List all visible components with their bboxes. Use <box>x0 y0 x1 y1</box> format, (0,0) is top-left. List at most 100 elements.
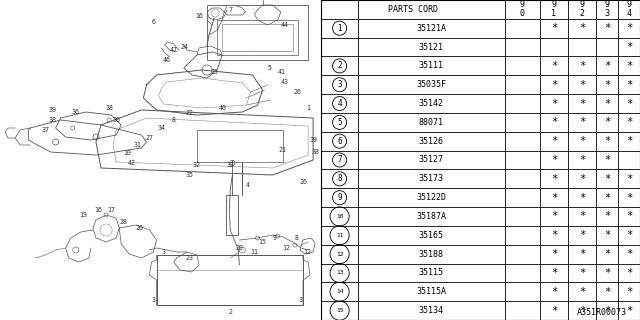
Text: 35142: 35142 <box>419 99 444 108</box>
Text: 3: 3 <box>152 297 156 303</box>
Text: 9
1: 9 1 <box>552 0 556 19</box>
Text: *: * <box>626 193 632 203</box>
Text: 13: 13 <box>336 270 343 276</box>
Bar <box>217 20 298 55</box>
Text: 10: 10 <box>124 150 131 156</box>
Text: *: * <box>551 23 557 33</box>
Text: 40: 40 <box>218 105 226 111</box>
Text: 35: 35 <box>186 172 194 178</box>
Text: *: * <box>551 230 557 240</box>
Text: *: * <box>579 80 585 90</box>
Text: 32: 32 <box>193 162 201 168</box>
Text: 44: 44 <box>281 22 289 28</box>
Text: *: * <box>551 287 557 297</box>
Text: 12: 12 <box>303 249 311 255</box>
Text: 4: 4 <box>246 182 250 188</box>
Text: *: * <box>626 136 632 146</box>
Text: 35111: 35111 <box>419 61 444 70</box>
Text: 9
3: 9 3 <box>605 0 610 19</box>
Text: *: * <box>604 136 611 146</box>
Text: 35173: 35173 <box>419 174 444 183</box>
Text: *: * <box>604 287 611 297</box>
Text: *: * <box>579 230 585 240</box>
Text: *: * <box>579 193 585 203</box>
Text: 2: 2 <box>228 309 232 315</box>
Text: *: * <box>551 136 557 146</box>
Text: *: * <box>604 99 611 108</box>
Text: 15: 15 <box>336 308 343 313</box>
Text: 5: 5 <box>268 65 271 71</box>
Text: 23: 23 <box>186 255 194 261</box>
Text: 39: 39 <box>309 137 317 143</box>
Text: 35121A: 35121A <box>416 24 446 33</box>
Text: *: * <box>551 249 557 259</box>
Text: 4: 4 <box>337 99 342 108</box>
Text: *: * <box>551 212 557 221</box>
Text: *: * <box>579 155 585 165</box>
Text: 16: 16 <box>94 207 102 213</box>
Text: 7: 7 <box>228 7 232 13</box>
Text: 26: 26 <box>299 179 307 185</box>
Text: 1: 1 <box>306 105 310 111</box>
Text: 39: 39 <box>49 107 56 113</box>
Text: *: * <box>626 230 632 240</box>
Bar <box>207 5 308 60</box>
Text: *: * <box>579 174 585 184</box>
Text: 31: 31 <box>133 142 141 148</box>
Text: 41: 41 <box>278 69 286 75</box>
Text: 11: 11 <box>336 233 343 238</box>
Text: 35122D: 35122D <box>416 193 446 202</box>
Text: 35165: 35165 <box>419 231 444 240</box>
Text: 2: 2 <box>337 61 342 70</box>
Text: *: * <box>551 61 557 71</box>
Text: *: * <box>604 249 611 259</box>
Text: 3: 3 <box>162 249 166 255</box>
Text: 3: 3 <box>299 297 303 303</box>
Text: *: * <box>551 174 557 184</box>
Text: *: * <box>551 80 557 90</box>
Text: 9
2: 9 2 <box>580 0 585 19</box>
Text: 6: 6 <box>337 137 342 146</box>
Text: 35115: 35115 <box>419 268 444 277</box>
Text: 22: 22 <box>186 110 194 116</box>
Text: 33: 33 <box>227 162 234 168</box>
Text: *: * <box>604 117 611 127</box>
Text: 15: 15 <box>259 239 267 245</box>
Text: 35126: 35126 <box>419 137 444 146</box>
Text: 43: 43 <box>281 79 289 85</box>
Text: 21: 21 <box>279 147 287 153</box>
Text: *: * <box>626 287 632 297</box>
Text: 8: 8 <box>337 174 342 183</box>
Text: 10: 10 <box>336 214 343 219</box>
Text: *: * <box>551 268 557 278</box>
Text: *: * <box>579 268 585 278</box>
Text: *: * <box>626 268 632 278</box>
Bar <box>157 255 303 305</box>
Text: *: * <box>604 230 611 240</box>
Text: 9
0: 9 0 <box>520 0 525 19</box>
Text: 20: 20 <box>136 225 143 231</box>
Text: *: * <box>579 23 585 33</box>
Text: *: * <box>604 61 611 71</box>
Text: 12: 12 <box>336 252 343 257</box>
Text: 25: 25 <box>210 69 218 75</box>
Text: 42: 42 <box>127 160 135 166</box>
Text: *: * <box>626 212 632 221</box>
Text: 24: 24 <box>181 44 189 50</box>
Text: 14: 14 <box>336 289 343 294</box>
Text: 46: 46 <box>163 57 171 63</box>
Bar <box>227 195 238 235</box>
Text: 37: 37 <box>42 127 49 133</box>
Text: *: * <box>604 174 611 184</box>
Text: 35035F: 35035F <box>416 80 446 89</box>
Text: *: * <box>604 155 611 165</box>
Text: *: * <box>579 117 585 127</box>
Text: *: * <box>626 42 632 52</box>
Text: 35188: 35188 <box>419 250 444 259</box>
Text: 88071: 88071 <box>419 118 444 127</box>
Text: *: * <box>551 117 557 127</box>
Text: 19: 19 <box>79 212 87 218</box>
Text: *: * <box>579 287 585 297</box>
Text: 35187A: 35187A <box>416 212 446 221</box>
Text: *: * <box>604 23 611 33</box>
